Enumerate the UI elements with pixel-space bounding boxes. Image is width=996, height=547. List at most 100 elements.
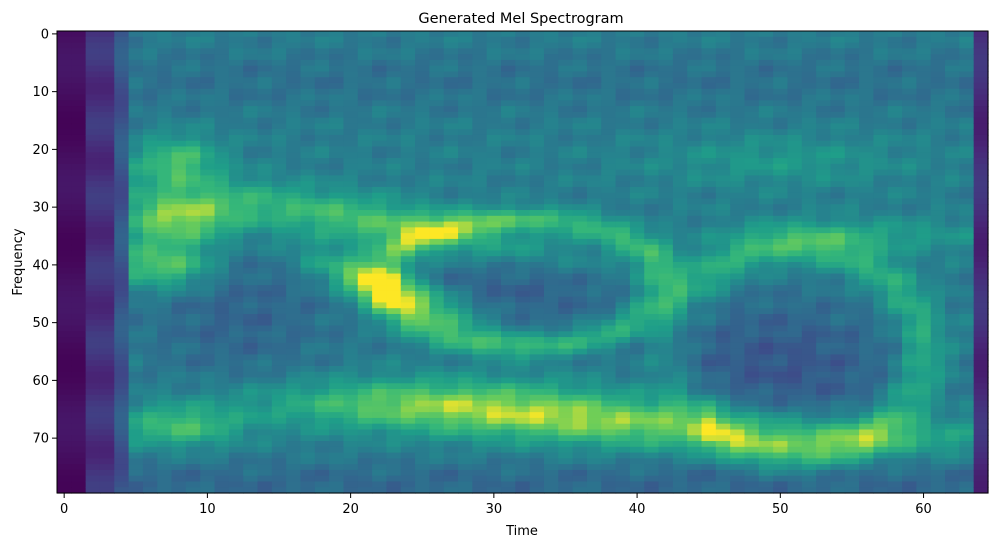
- heatmap-cell: [501, 429, 516, 436]
- heatmap-cell: [629, 36, 645, 44]
- heatmap-cell: [844, 319, 860, 327]
- heatmap-cell: [586, 238, 602, 246]
- heatmap-cell: [458, 117, 473, 125]
- heatmap-cell: [57, 279, 72, 286]
- heatmap-cell: [873, 435, 889, 442]
- heatmap-cell: [71, 464, 87, 471]
- heatmap-cell: [329, 319, 345, 327]
- heatmap-cell: [300, 198, 316, 205]
- heatmap-cell: [830, 394, 846, 402]
- heatmap-cell: [99, 146, 115, 153]
- heatmap-cell: [730, 342, 746, 350]
- heatmap-cell: [472, 169, 488, 176]
- heatmap-cell: [859, 400, 875, 407]
- heatmap-cell: [486, 175, 502, 182]
- heatmap-cell: [142, 279, 158, 286]
- heatmap-cell: [945, 36, 960, 44]
- heatmap-cell: [300, 192, 316, 200]
- heatmap-cell: [443, 204, 459, 211]
- heatmap-cell: [773, 198, 789, 205]
- heatmap-cell: [472, 210, 488, 217]
- heatmap-cell: [672, 342, 688, 350]
- heatmap-cell: [558, 227, 574, 234]
- heatmap-cell: [257, 163, 273, 171]
- heatmap-cell: [85, 435, 101, 442]
- heatmap-cell: [200, 475, 216, 483]
- heatmap-cell: [902, 88, 917, 96]
- heatmap-cell: [443, 446, 459, 454]
- heatmap-cell: [271, 210, 287, 217]
- heatmap-cell: [185, 158, 201, 165]
- heatmap-cell: [228, 446, 244, 454]
- heatmap-cell: [185, 71, 201, 78]
- heatmap-cell: [357, 88, 373, 96]
- heatmap-cell: [930, 158, 946, 165]
- heatmap-cell: [243, 429, 259, 436]
- heatmap-cell: [687, 279, 703, 286]
- heatmap-cell: [443, 198, 459, 205]
- heatmap-cell: [286, 308, 302, 315]
- heatmap-cell: [801, 273, 817, 280]
- heatmap-cell: [300, 348, 316, 355]
- heatmap-cell: [142, 302, 158, 309]
- heatmap-cell: [844, 117, 860, 125]
- heatmap-cell: [715, 319, 731, 327]
- heatmap-cell: [773, 36, 789, 44]
- heatmap-cell: [529, 377, 545, 384]
- heatmap-cell: [701, 111, 717, 119]
- heatmap-cell: [586, 446, 602, 454]
- heatmap-cell: [816, 181, 832, 188]
- heatmap-cell: [701, 296, 717, 304]
- heatmap-cell: [57, 348, 72, 355]
- heatmap-cell: [572, 134, 588, 142]
- heatmap-cell: [200, 262, 216, 269]
- heatmap-cell: [515, 290, 531, 298]
- heatmap-cell: [185, 123, 201, 130]
- heatmap-cell: [257, 441, 273, 448]
- heatmap-cell: [429, 400, 445, 407]
- heatmap-cell: [715, 65, 731, 73]
- heatmap-cell: [859, 412, 875, 419]
- heatmap-cell: [902, 31, 917, 38]
- heatmap-cell: [429, 417, 445, 425]
- heatmap-cell: [543, 129, 559, 136]
- heatmap-cell: [658, 100, 674, 107]
- heatmap-cell: [243, 233, 259, 240]
- heatmap-cell: [486, 238, 502, 246]
- heatmap-cell: [658, 342, 674, 350]
- heatmap-cell: [142, 256, 158, 263]
- heatmap-cell: [558, 342, 574, 350]
- heatmap-cell: [945, 106, 960, 113]
- heatmap-cell: [486, 186, 502, 194]
- heatmap-cell: [859, 129, 875, 136]
- heatmap-cell: [400, 134, 416, 142]
- heatmap-cell: [730, 365, 746, 373]
- heatmap-cell: [114, 181, 130, 188]
- heatmap-cell: [672, 233, 688, 240]
- heatmap-cell: [257, 106, 273, 113]
- heatmap-cell: [142, 134, 158, 142]
- heatmap-cell: [443, 59, 459, 67]
- heatmap-cell: [687, 244, 703, 252]
- heatmap-cell: [501, 244, 516, 252]
- heatmap-cell: [171, 481, 187, 488]
- heatmap-cell: [873, 365, 889, 373]
- heatmap-cell: [300, 435, 316, 442]
- heatmap-cell: [515, 152, 531, 159]
- heatmap-cell: [71, 48, 87, 55]
- heatmap-cell: [916, 42, 932, 49]
- heatmap-cell: [343, 348, 359, 355]
- heatmap-cell: [286, 129, 302, 136]
- heatmap-cell: [386, 331, 402, 338]
- heatmap-cell: [701, 77, 717, 84]
- heatmap-cell: [644, 446, 660, 454]
- heatmap-cell: [572, 238, 588, 246]
- heatmap-cell: [687, 129, 703, 136]
- heatmap-cell: [787, 446, 803, 454]
- heatmap-cell: [902, 285, 917, 292]
- heatmap-cell: [458, 158, 473, 165]
- heatmap-cell: [458, 302, 473, 309]
- heatmap-cell: [629, 365, 645, 373]
- heatmap-cell: [773, 429, 789, 436]
- heatmap-cell: [343, 94, 359, 101]
